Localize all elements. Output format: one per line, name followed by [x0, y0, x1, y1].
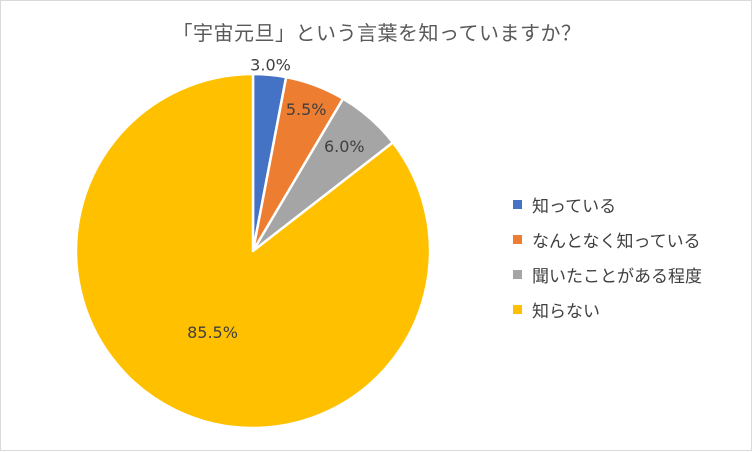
- legend-item-0: 知っている: [513, 187, 702, 222]
- legend-item-3: 知らない: [513, 292, 702, 327]
- legend-label: 知っている: [532, 197, 617, 217]
- data-label-3: 85.5%: [187, 323, 238, 342]
- data-label-1: 5.5%: [286, 100, 327, 119]
- pie-slices: [74, 72, 432, 430]
- legend-item-1: なんとなく知っている: [513, 222, 702, 257]
- chart-legend: 知っているなんとなく知っている 聞いたことがある程度 知らない: [513, 187, 702, 327]
- data-label-2: 6.0%: [324, 137, 365, 156]
- pie-data-labels: 3.0% 5.5% 6.0% 85.5%: [187, 56, 365, 343]
- legend-swatch: [513, 305, 522, 314]
- chart-title: 「宇宙元旦」という言葉を知っていますか？: [172, 21, 582, 45]
- legend-swatch: [513, 200, 522, 209]
- legend-item-2: 聞いたことがある程度: [513, 257, 702, 292]
- legend-label: なんとなく知っている: [532, 232, 701, 252]
- legend-swatch: [513, 270, 522, 279]
- legend-label: 聞いたことがある程度: [532, 267, 702, 287]
- pie-slice-3: [74, 72, 432, 430]
- legend-label: 知らない: [532, 302, 600, 322]
- legend-swatch: [513, 235, 522, 244]
- data-label-0: 3.0%: [250, 56, 291, 75]
